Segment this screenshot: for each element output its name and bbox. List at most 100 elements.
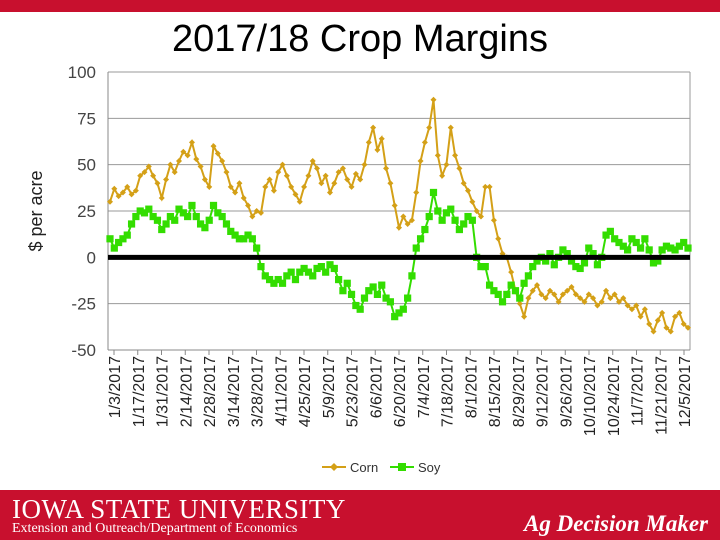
corn-data-point	[257, 209, 264, 216]
soy-data-point	[485, 281, 494, 289]
soy-data-point	[283, 272, 291, 280]
soy-data-point	[136, 207, 144, 215]
corn-data-point	[529, 287, 536, 294]
x-tick-label: 2/14/2017	[178, 356, 195, 427]
corn-data-point	[374, 146, 381, 153]
corn-data-point	[296, 198, 303, 205]
soy-data-point	[619, 242, 627, 250]
soy-data-point	[326, 261, 334, 269]
soy-data-point	[347, 290, 356, 298]
soy-data-point	[416, 235, 425, 243]
legend-corn-marker	[330, 463, 338, 471]
soy-data-point	[162, 220, 170, 228]
soy-data-point	[395, 309, 403, 317]
soy-data-point	[645, 246, 653, 254]
soy-data-point	[494, 290, 502, 298]
x-tick-label: 8/15/2017	[487, 356, 504, 427]
x-tick-label: 3/14/2017	[226, 356, 243, 427]
corn-data-point	[439, 172, 446, 179]
soy-data-point	[602, 231, 610, 239]
corn-data-point	[292, 191, 299, 198]
corn-data-point	[210, 143, 217, 150]
corn-data-point	[167, 161, 174, 168]
soy-data-point	[451, 216, 459, 224]
soy-data-point	[404, 294, 412, 302]
soy-data-point	[132, 212, 140, 221]
soy-data-point	[214, 209, 222, 217]
soy-data-point	[339, 287, 347, 295]
soy-data-point	[542, 257, 550, 265]
legend-soy-marker	[398, 463, 406, 471]
corn-data-point	[551, 291, 558, 298]
corn-data-point	[124, 183, 131, 190]
corn-data-point	[227, 183, 234, 190]
soy-data-point	[533, 257, 541, 265]
soy-data-point	[356, 305, 364, 313]
corn-data-point	[672, 313, 679, 320]
corn-data-point	[447, 124, 454, 131]
corn-data-point	[628, 306, 635, 313]
corn-data-point	[426, 124, 433, 131]
corn-data-point	[180, 148, 187, 155]
soy-data-point	[227, 227, 235, 235]
university-logo-text: IOWA STATE UNIVERSITY	[12, 494, 346, 524]
corn-data-point	[270, 187, 277, 194]
soy-data-point	[201, 224, 209, 232]
soy-data-point	[171, 216, 179, 224]
corn-data-point	[171, 169, 178, 176]
soy-data-point	[477, 263, 485, 271]
x-tick-label: 5/23/2017	[345, 356, 362, 427]
soy-data-point	[253, 244, 261, 252]
soy-data-point	[667, 244, 675, 252]
x-tick-label: 5/9/2017	[321, 356, 338, 418]
corn-data-point	[223, 169, 230, 176]
soy-data-point	[291, 275, 300, 284]
corn-data-point	[408, 217, 415, 224]
x-tick-label: 9/26/2017	[558, 356, 575, 427]
soy-data-point	[257, 263, 265, 271]
corn-data-point	[344, 176, 351, 183]
soy-data-point	[507, 281, 515, 289]
soy-data-point	[313, 264, 321, 273]
corn-data-point	[521, 313, 528, 320]
corn-data-point	[370, 124, 377, 131]
x-tick-label: 6/20/2017	[392, 356, 409, 427]
soy-data-point	[231, 231, 239, 239]
soy-data-point	[335, 275, 343, 284]
corn-data-point	[400, 213, 407, 220]
corn-data-point	[452, 152, 459, 159]
soy-data-point	[382, 294, 390, 302]
corn-data-point	[534, 282, 541, 289]
brand-text: Ag Decision Maker	[524, 511, 708, 536]
corn-data-point	[525, 295, 532, 302]
soy-data-point	[304, 268, 313, 276]
corn-data-point	[132, 187, 139, 194]
soy-data-point	[511, 287, 520, 295]
corn-data-point	[581, 298, 588, 305]
corn-data-point	[650, 328, 657, 335]
corn-data-point	[469, 198, 476, 205]
soy-data-point	[265, 275, 274, 284]
y-tick-label: 50	[77, 156, 96, 175]
soy-data-point	[628, 235, 636, 243]
corn-data-point	[322, 172, 329, 179]
soy-data-point	[641, 235, 649, 243]
top-accent-bar	[0, 0, 720, 12]
chart-title: 2017/18 Crop Margins	[172, 18, 548, 60]
x-tick-label: 1/3/2017	[107, 356, 124, 418]
corn-data-point	[477, 213, 484, 220]
corn-data-point	[154, 180, 161, 187]
soy-data-point	[434, 207, 442, 215]
corn-data-point	[413, 189, 420, 196]
soy-data-point	[429, 188, 438, 197]
soy-data-point	[274, 275, 282, 284]
corn-data-point	[361, 161, 368, 168]
corn-data-point	[654, 317, 661, 324]
corn-data-point	[495, 235, 502, 242]
x-tick-label: 11/21/2017	[653, 356, 670, 435]
soy-data-point	[408, 272, 416, 280]
corn-data-point	[611, 291, 618, 298]
soy-data-point	[248, 235, 256, 243]
soy-data-point	[309, 272, 317, 280]
corn-data-point	[685, 324, 691, 331]
